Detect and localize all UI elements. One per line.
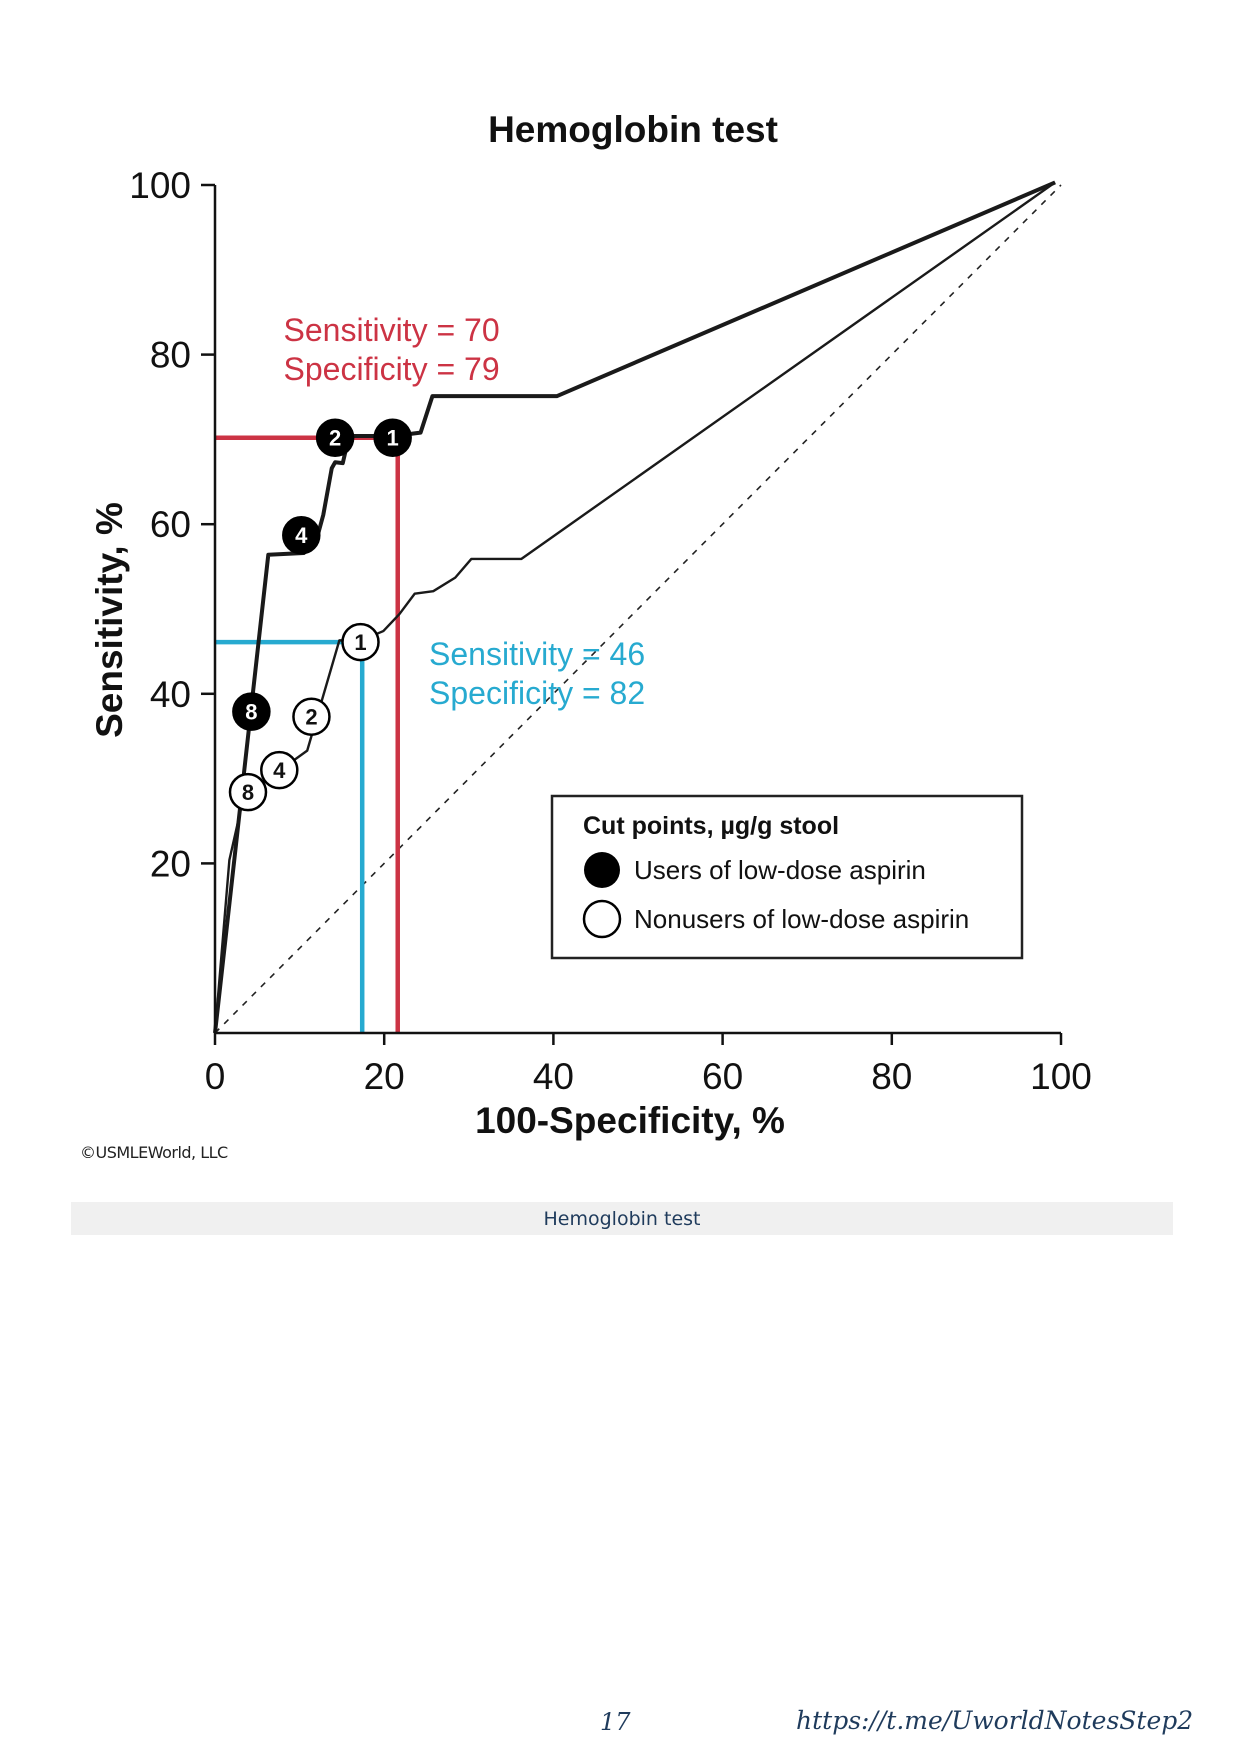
copyright-text: ©USMLEWorld, LLC [80, 1143, 228, 1162]
users-cut-point-label-1: 1 [387, 426, 399, 451]
nonusers-cut-point-8 [228, 772, 268, 812]
y-tick-label: 80 [150, 335, 191, 376]
roc-chart: Hemoglobin test 0 20 40 60 80 100 20 40 60 80 100 2… [89, 109, 1092, 1141]
y-axis-label: Sensitivity, % [89, 502, 130, 738]
x-axis-label: 100-Specificity, % [475, 1100, 785, 1141]
legend-box [550, 794, 1024, 960]
users-cut-point-4 [282, 515, 321, 555]
legend-title: Cut points, µg/g stool [583, 812, 839, 840]
nonusers-cut-point-label-8: 8 [242, 780, 254, 805]
nonusers-cut-point-label-1: 1 [354, 630, 366, 655]
annotation-sensitivity-1: Sensitivity = 70 [284, 312, 500, 348]
y-tick-label: 100 [129, 165, 191, 206]
page-number: 17 [600, 1708, 631, 1736]
nonusers-cut-point-1 [341, 622, 380, 662]
nonusers-cut-point-label-2: 2 [305, 705, 317, 730]
users-cut-point-label-4: 4 [295, 523, 308, 548]
users-cut-point-1 [373, 418, 412, 457]
y-tick-label: 20 [150, 843, 191, 884]
chart-title: Hemoglobin test [488, 109, 778, 150]
legend-marker-nonusers [582, 899, 622, 939]
reference-diagonal-line [214, 184, 1062, 1034]
annotation-specificity-1: Specificity = 79 [284, 351, 500, 387]
telegram-link[interactable]: https://t.me/UworldNotesStep2 [796, 1706, 1194, 1735]
annotation-sensitivity-2: Sensitivity = 46 [429, 636, 645, 672]
x-tick-label: 20 [364, 1056, 405, 1097]
users-cut-point-8 [232, 692, 271, 731]
y-tick-label: 40 [150, 674, 191, 715]
y-tick-label: 60 [150, 504, 191, 545]
users-cut-point-2 [315, 418, 355, 457]
x-tick-label: 0 [205, 1056, 226, 1097]
figure-caption: Hemoglobin test [543, 1207, 701, 1230]
chart-legend: Cut points, µg/g stool Users of low-dose… [550, 794, 1024, 960]
annotation-specificity-2: Specificity = 82 [429, 675, 645, 711]
legend-item-users: Users of low-dose aspirin [634, 855, 926, 885]
x-tick-label: 80 [871, 1056, 912, 1097]
legend-item-nonusers: Nonusers of low-dose aspirin [634, 904, 969, 934]
users-cut-point-label-2: 2 [329, 426, 341, 451]
x-tick-label: 60 [702, 1056, 743, 1097]
nonusers-cut-point-2 [292, 697, 331, 736]
x-tick-label: 40 [533, 1056, 574, 1097]
figure-caption-bar: Hemoglobin test [71, 1202, 1173, 1235]
users-cut-point-label-8: 8 [245, 700, 257, 725]
x-tick-label: 100 [1030, 1056, 1092, 1097]
legend-marker-users [584, 852, 620, 888]
nonusers-cut-point-label-4: 4 [273, 758, 286, 783]
nonusers-cut-point-4 [260, 750, 299, 790]
